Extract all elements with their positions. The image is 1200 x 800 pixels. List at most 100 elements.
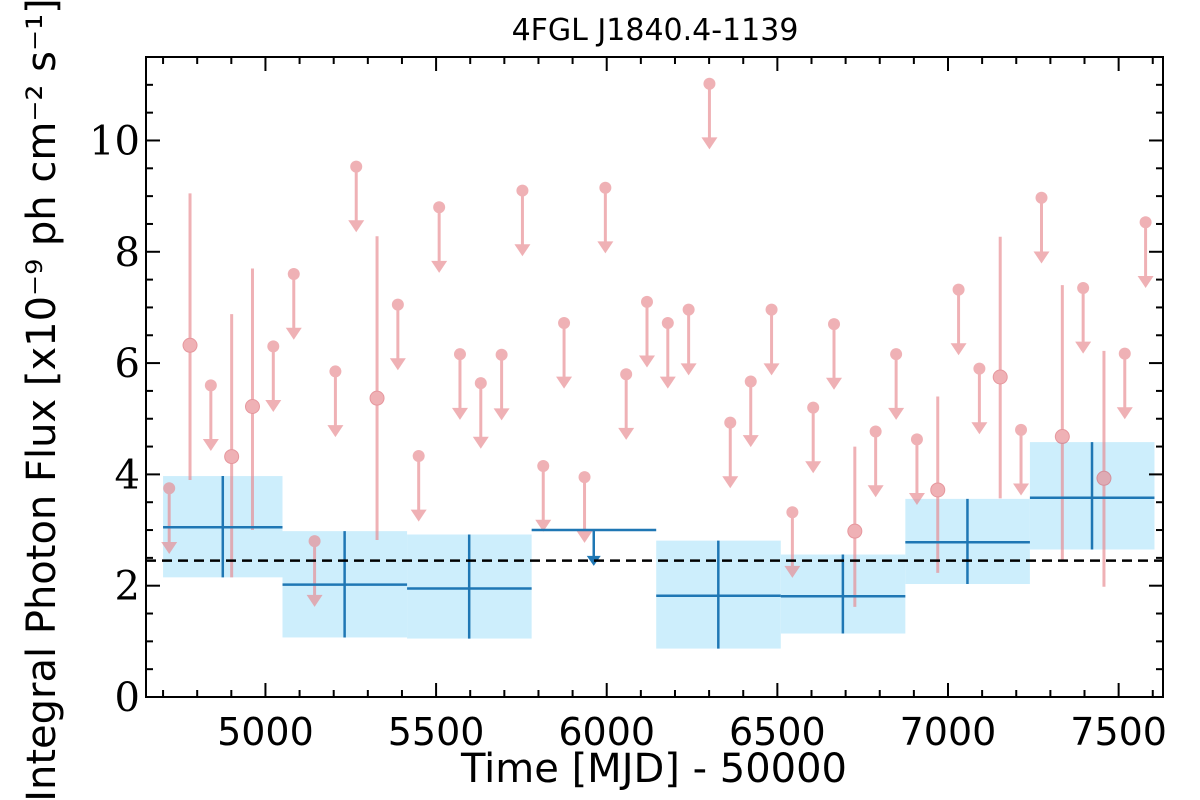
short-bin-point [1116, 347, 1133, 420]
upper-limit-arrow [659, 376, 676, 389]
data-point-marker [308, 535, 321, 548]
short-bin-point [867, 425, 884, 498]
data-point-marker [828, 318, 841, 331]
short-bin-point [1013, 423, 1030, 496]
short-bin-point [992, 236, 1008, 499]
data-point-marker [558, 317, 571, 330]
upper-limit-arrow [265, 400, 282, 413]
y-tick-label: 10 [89, 118, 140, 164]
x-tick-label: 7500 [1070, 710, 1167, 754]
upper-limit-arrow [410, 509, 427, 522]
upper-limit-arrow [597, 241, 614, 254]
axis-ticks [146, 57, 1163, 698]
y-tick-label: 0 [115, 675, 140, 721]
data-point-marker [516, 184, 529, 197]
short-bin-point [306, 535, 323, 607]
long-bin-point [780, 554, 906, 634]
short-bin-point [244, 268, 260, 531]
data-point-marker [1118, 347, 1131, 360]
long-bin-point [407, 534, 532, 639]
data-point-marker [453, 348, 466, 361]
long-bin-point [1029, 442, 1155, 550]
short-bin-point [784, 506, 801, 578]
plot-frame [145, 56, 1164, 698]
upper-limit-arrow [784, 565, 801, 578]
data-point-marker [433, 201, 446, 214]
data-point-marker [869, 425, 882, 438]
data-point-marker [224, 449, 240, 465]
long-bin-series [163, 442, 1155, 649]
short-bin-point [202, 379, 219, 451]
short-bin-point [410, 450, 427, 522]
upper-limit-arrow [306, 594, 323, 607]
short-bin-point [1137, 216, 1154, 288]
short-bin-point [1075, 281, 1092, 354]
short-bin-point [618, 368, 635, 440]
x-tick-label: 5000 [217, 710, 314, 754]
x-tick-label: 6500 [729, 710, 826, 754]
y-tick-label: 6 [115, 341, 140, 387]
short-bin-point [597, 181, 614, 254]
data-point-marker [724, 416, 737, 429]
upper-limit-arrow [742, 435, 759, 448]
upper-limit-arrow [451, 407, 468, 420]
short-bin-point [701, 77, 718, 150]
data-point-marker [163, 482, 176, 495]
data-point-marker [765, 303, 778, 316]
short-bin-point [472, 377, 489, 449]
long-bin-point [531, 528, 657, 566]
upper-limit-arrow [908, 492, 925, 505]
upper-limit-arrow [576, 530, 593, 543]
short-bin-point [638, 295, 655, 368]
y-tick-labels: 0 2 4 6 8 10 [89, 118, 140, 721]
upper-limit-arrow [805, 461, 822, 474]
upper-limit-arrow [327, 425, 344, 438]
x-tick-label: 5500 [388, 710, 485, 754]
data-point-marker [244, 398, 260, 414]
upper-limit-arrow [514, 244, 531, 257]
chart-title: 4FGL J1840.4-1139 [512, 13, 799, 48]
data-point-marker [578, 471, 591, 484]
upper-limit-arrow [1033, 251, 1050, 264]
data-point-marker [640, 295, 653, 308]
data-point-marker [661, 317, 674, 330]
y-tick-label: 2 [115, 564, 140, 610]
upper-limit-arrow [285, 327, 302, 340]
upper-limit-arrow [389, 358, 406, 371]
short-bin-point [847, 446, 863, 607]
x-tick-label: 6000 [558, 710, 655, 754]
short-bin-point [389, 298, 406, 371]
long-bin-point [656, 540, 781, 649]
short-bin-point [348, 160, 365, 233]
short-bin-point [680, 303, 697, 376]
long-bin-point [282, 531, 408, 638]
upper-limit-arrow [618, 427, 635, 440]
short-bin-point [1054, 285, 1070, 561]
short-bin-point [535, 460, 552, 532]
y-tick-label: 8 [115, 230, 140, 276]
short-bin-point [224, 314, 240, 578]
short-bin-point [826, 318, 843, 390]
data-point-marker [204, 379, 217, 392]
short-bin-point [1033, 191, 1050, 264]
data-point-marker [847, 523, 863, 539]
data-point-marker [329, 365, 342, 378]
data-point-marker [182, 337, 198, 353]
data-point-marker [952, 283, 965, 296]
upper-limit-arrow [472, 436, 489, 449]
data-point-marker [1096, 470, 1112, 486]
data-point-marker [930, 482, 946, 498]
data-point-marker [350, 160, 363, 173]
short-bin-series [161, 77, 1154, 607]
data-point-marker [1015, 423, 1028, 436]
upper-limit-arrow [680, 363, 697, 376]
data-point-marker [599, 181, 612, 194]
upper-limit-arrow [867, 485, 884, 498]
data-point-marker [682, 303, 695, 316]
data-point-marker [744, 375, 757, 388]
short-bin-point [285, 268, 302, 340]
short-bin-point [514, 184, 531, 257]
short-bin-point [431, 201, 448, 273]
data-point-marker [910, 433, 923, 446]
short-bin-point [742, 375, 759, 448]
